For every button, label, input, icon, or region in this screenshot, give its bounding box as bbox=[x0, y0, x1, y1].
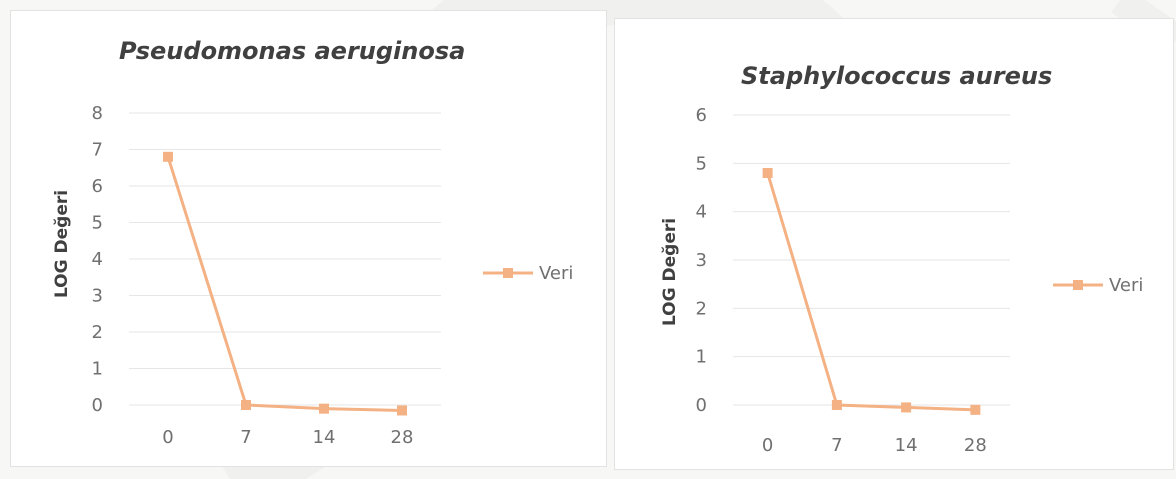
x-tick-label: 0 bbox=[162, 427, 173, 448]
data-point bbox=[970, 404, 981, 415]
chart-panel-staphylococcus: Staphylococcus aureus LOG Değeri 0 1 2 3 4 5 6… bbox=[614, 18, 1174, 470]
y-axis-label: LOG Değeri bbox=[52, 190, 72, 298]
y-tick-label: 7 bbox=[92, 140, 103, 161]
x-tick-label: 28 bbox=[964, 435, 987, 456]
y-tick-label: 8 bbox=[92, 103, 103, 124]
legend-label: Veri bbox=[539, 263, 573, 284]
chart-title: Pseudomonas aeruginosa bbox=[119, 37, 465, 65]
y-tick-label: 0 bbox=[92, 395, 103, 416]
chart-title: Staphylococcus aureus bbox=[741, 62, 1052, 90]
y-axis-label: LOG Değeri bbox=[660, 218, 680, 326]
legend: Veri bbox=[483, 263, 573, 284]
line-chart-pseudomonas: Pseudomonas aeruginosa LOG Değeri 0 1 2 3 4 5… bbox=[52, 37, 573, 448]
data-point bbox=[762, 168, 773, 178]
y-tick-label: 2 bbox=[696, 298, 707, 319]
line-chart-staphylococcus: Staphylococcus aureus LOG Değeri 0 1 2 3 4 5 6… bbox=[660, 62, 1143, 456]
data-point bbox=[397, 405, 407, 416]
y-tick-label: 5 bbox=[92, 213, 103, 234]
y-tick-label: 1 bbox=[696, 347, 707, 368]
legend: Veri bbox=[1053, 275, 1143, 296]
data-point bbox=[831, 400, 842, 410]
data-point bbox=[163, 151, 173, 162]
data-point bbox=[901, 402, 912, 413]
y-tick-label: 4 bbox=[696, 202, 707, 223]
y-tick-label: 3 bbox=[696, 250, 707, 271]
series-line bbox=[166, 156, 403, 412]
y-tick-label: 0 bbox=[696, 395, 707, 416]
y-tick-label: 1 bbox=[92, 359, 103, 380]
legend-marker bbox=[503, 268, 513, 278]
series-line bbox=[766, 172, 976, 412]
y-tick-label: 6 bbox=[696, 105, 707, 126]
y-tick-label: 4 bbox=[92, 249, 103, 270]
data-point bbox=[241, 400, 251, 410]
x-tick-label: 28 bbox=[391, 427, 414, 448]
y-tick-label: 3 bbox=[92, 286, 103, 307]
chart-panel-pseudomonas: Pseudomonas aeruginosa LOG Değeri 0 1 2 3 4 5… bbox=[10, 10, 607, 467]
y-tick-label: 5 bbox=[696, 153, 707, 174]
legend-marker bbox=[1073, 280, 1083, 290]
x-tick-label: 14 bbox=[313, 427, 336, 448]
x-tick-label: 7 bbox=[240, 427, 251, 448]
x-tick-label: 14 bbox=[895, 435, 918, 456]
y-tick-label: 2 bbox=[92, 322, 103, 343]
y-tick-label: 6 bbox=[92, 176, 103, 197]
data-point bbox=[319, 403, 329, 414]
legend-label: Veri bbox=[1109, 275, 1143, 296]
x-tick-label: 7 bbox=[831, 435, 842, 456]
x-tick-label: 0 bbox=[762, 435, 773, 456]
